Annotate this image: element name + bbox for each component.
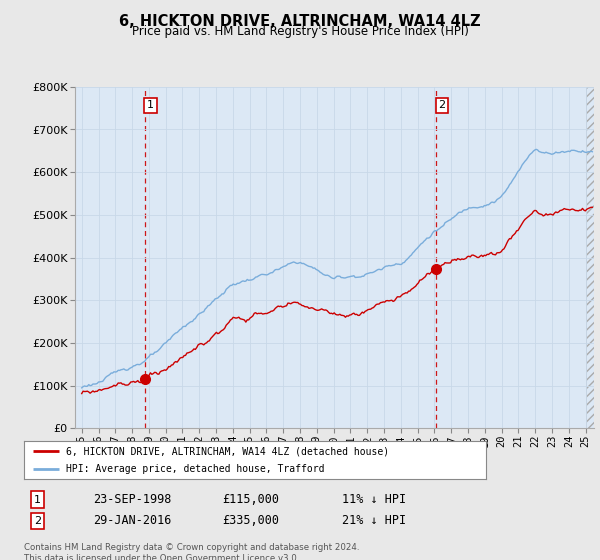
Text: Contains HM Land Registry data © Crown copyright and database right 2024.
This d: Contains HM Land Registry data © Crown c…	[24, 543, 359, 560]
Text: £335,000: £335,000	[222, 514, 279, 528]
Text: HPI: Average price, detached house, Trafford: HPI: Average price, detached house, Traf…	[65, 464, 324, 474]
Text: 6, HICKTON DRIVE, ALTRINCHAM, WA14 4LZ (detached house): 6, HICKTON DRIVE, ALTRINCHAM, WA14 4LZ (…	[65, 446, 389, 456]
Text: 2: 2	[34, 516, 41, 526]
Text: 23-SEP-1998: 23-SEP-1998	[93, 493, 172, 506]
Text: 11% ↓ HPI: 11% ↓ HPI	[342, 493, 406, 506]
Text: £115,000: £115,000	[222, 493, 279, 506]
Text: 21% ↓ HPI: 21% ↓ HPI	[342, 514, 406, 528]
Text: 1: 1	[34, 494, 41, 505]
Text: 2: 2	[439, 100, 445, 110]
Text: Price paid vs. HM Land Registry's House Price Index (HPI): Price paid vs. HM Land Registry's House …	[131, 25, 469, 38]
Text: 1: 1	[147, 100, 154, 110]
Text: 29-JAN-2016: 29-JAN-2016	[93, 514, 172, 528]
Text: 6, HICKTON DRIVE, ALTRINCHAM, WA14 4LZ: 6, HICKTON DRIVE, ALTRINCHAM, WA14 4LZ	[119, 14, 481, 29]
